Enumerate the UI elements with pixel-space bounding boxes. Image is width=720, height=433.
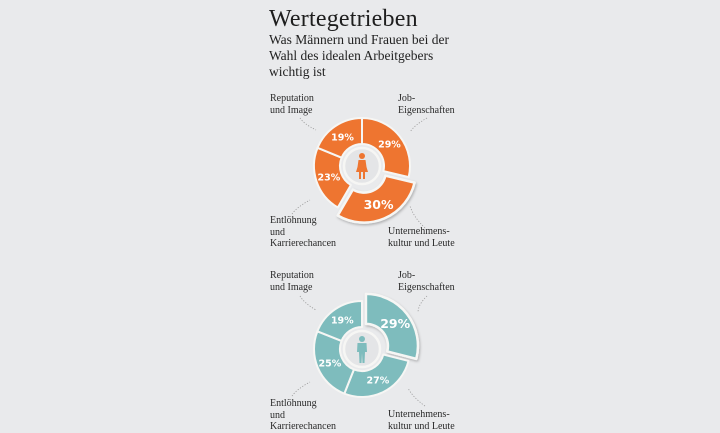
label-job-men: Job- Eigenschaften bbox=[398, 270, 455, 293]
slice-value-label: 27% bbox=[367, 376, 390, 387]
slice-value-label: 25% bbox=[319, 358, 342, 369]
slice-value-label: 19% bbox=[331, 315, 354, 326]
slice-reputation-und-image bbox=[316, 300, 363, 342]
donut-men: 29% 27% 25% 19% bbox=[313, 292, 420, 398]
slice-value-label: 30% bbox=[364, 197, 394, 212]
chart-title: Wertegetrieben bbox=[269, 6, 418, 32]
donut-women: 29% 30% 23% 19% bbox=[313, 117, 416, 224]
slice-entlöhnung-und-karrierechancen bbox=[313, 330, 355, 395]
female-icon bbox=[356, 153, 368, 179]
slice-value-label: 29% bbox=[378, 140, 401, 151]
label-culture-women: Unternehmens- kultur und Leute bbox=[388, 226, 455, 249]
male-icon bbox=[357, 336, 367, 363]
label-pay-women: Entlöhnung und Karrierechancen bbox=[270, 215, 337, 249]
slice-unternehmenskultur-und-leute bbox=[336, 174, 416, 224]
label-reputation-men: Reputation und Image bbox=[270, 270, 314, 293]
chart-subtitle: Was Männern und Frauen bei der Wahl des … bbox=[269, 32, 449, 79]
slice-value-label: 29% bbox=[380, 316, 410, 331]
slice-job-eigenschaften bbox=[361, 117, 411, 179]
label-pay-men: Entlöhnung und Karrierechancen bbox=[270, 398, 337, 432]
label-job-women: Job- Eigenschaften bbox=[398, 93, 455, 116]
label-culture-men: Unternehmens- kultur und Leute bbox=[388, 409, 455, 432]
slice-value-label: 23% bbox=[317, 173, 340, 184]
slice-job-eigenschaften bbox=[364, 292, 420, 361]
slice-reputation-und-image bbox=[316, 117, 363, 159]
slice-unternehmenskultur-und-leute bbox=[343, 353, 410, 398]
label-reputation-women: Reputation und Image bbox=[270, 93, 314, 116]
slice-value-label: 19% bbox=[331, 132, 354, 143]
